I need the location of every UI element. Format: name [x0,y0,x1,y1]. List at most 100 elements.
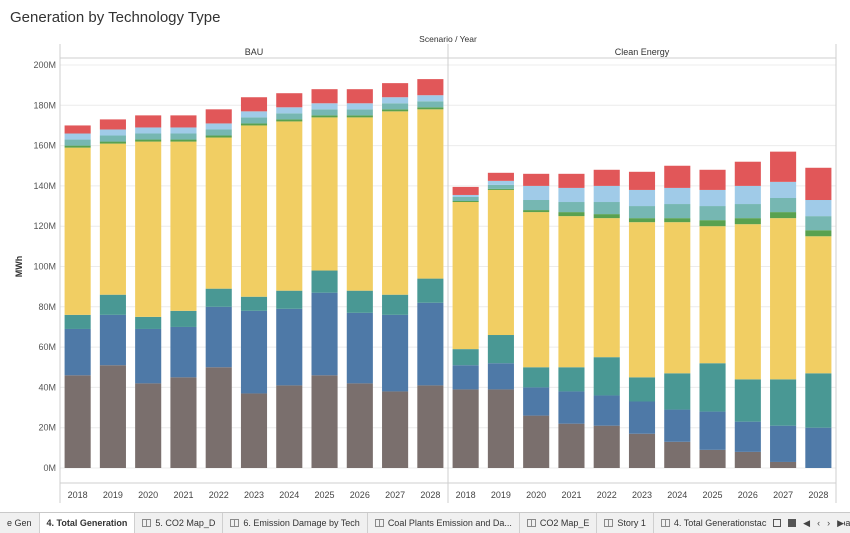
bar-segment [205,137,232,289]
bar-segment [805,236,832,374]
bar-segment [487,184,514,189]
bar-segment [770,218,797,380]
bar-segment [311,117,338,271]
bar-segment [417,278,444,303]
x-tick-label: 2019 [491,490,511,500]
bar-segment [452,201,479,203]
bar-segment [558,367,585,392]
bar-segment [170,310,197,327]
bar-segment [170,115,197,128]
bar-segment [628,206,656,219]
bar-segment [523,185,550,201]
bar-segment [205,123,232,130]
sheet-icon [660,519,670,527]
bar-segment [558,423,585,468]
y-tick-label: 80M [38,302,56,312]
bar-segment [240,97,268,112]
bar-segment [664,373,691,410]
bar-segment [135,383,162,468]
bar-segment [382,97,409,104]
bar-segment [276,308,303,386]
bar-segment [135,141,162,317]
y-tick-label: 100M [33,262,56,272]
bar-segment [523,173,550,186]
bar-segment [452,202,479,350]
x-tick-label: 2019 [103,490,123,500]
tab-e-gen[interactable]: e Gen [0,513,40,533]
next-tab-icon[interactable]: › [827,518,831,528]
bar-segment [240,117,268,124]
bar-segment [170,133,197,140]
y-tick-label: 200M [33,60,56,70]
first-tab-icon[interactable]: ◀ [803,517,811,528]
stacked-bar-chart: Scenario / Year 0M 20M 40M 60M 80M 100M 120M 140… [14,34,837,503]
bar-segment [382,314,409,392]
story-icon [604,519,614,527]
bar-segment [382,103,409,110]
bar-segment [99,135,126,142]
bar-segment [99,129,126,136]
bar-segment [664,204,691,219]
y-tick-label: 140M [33,181,56,191]
bar-segment [240,123,268,126]
tab-co2-map-e[interactable]: CO2 Map_E [520,513,598,533]
bar-segment [699,206,726,221]
x-tick-label: 2026 [738,490,758,500]
bar-segment [558,173,585,188]
tab-label: 5. CO2 Map_D [155,518,216,528]
bar-segment [99,141,126,144]
last-tab-icon[interactable]: ▶ [837,517,844,528]
bar-segment [417,95,444,102]
prev-tab-icon[interactable]: ‹ [817,518,821,528]
bar-segment [770,212,797,219]
bar-segment [734,379,761,422]
bar-segment [593,214,620,219]
bar-segment [205,288,232,307]
bar-segment [734,218,761,225]
bar-segment [628,433,656,468]
bar-segment [805,230,832,237]
bar-segment [382,294,409,315]
sheet-icon [142,519,152,527]
bar-segment [64,314,91,329]
bar-segment [276,385,303,468]
show-sheet-sorter-icon[interactable] [788,519,797,527]
bar-segment [664,409,691,442]
bar-segment [311,375,338,468]
bar-segment [734,161,761,186]
bar-segment [99,294,126,315]
bar-segment [417,107,444,110]
bar-segment [734,224,761,380]
show-filmstrip-icon[interactable] [773,519,782,527]
tab-label: Story 1 [617,518,646,528]
bar-segment [734,421,761,452]
x-tick-label: 2020 [526,490,546,500]
tab-label: e Gen [7,518,32,528]
x-tick-label: 2028 [808,490,828,500]
x-tick-label: 2018 [68,490,88,500]
bar-segment [593,202,620,215]
tab-total-generation[interactable]: 4. Total Generation [39,513,136,533]
bar-segment [699,189,726,207]
bar-segment [135,133,162,140]
panel-label: Clean Energy [615,47,670,57]
bar-segment [240,310,268,394]
bar-segment [311,115,338,118]
bar-segment [64,147,91,315]
tab-coal-plants[interactable]: Coal Plants Emission and Da... [368,513,520,533]
bar-segment [523,212,550,368]
bar-segment [135,127,162,134]
tab-co2-map-d[interactable]: 5. CO2 Map_D [135,513,224,533]
x-tick-label: 2021 [561,490,581,500]
bar-segment [382,391,409,468]
bar-segment [240,125,268,297]
bar-segment [311,103,338,110]
tab-story-1[interactable]: Story 1 [597,513,654,533]
sheet-icon [374,519,384,527]
bar-segment [593,218,620,358]
bar-segment [99,143,126,295]
bar-segment [770,425,797,462]
tab-emission-damage[interactable]: 6. Emission Damage by Tech [223,513,368,533]
tab-label: 4. Total Generationstack bar [673,518,787,528]
bar-segment [135,328,162,384]
